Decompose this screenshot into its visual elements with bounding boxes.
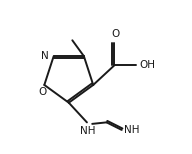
Text: O: O — [111, 29, 119, 39]
Text: OH: OH — [139, 60, 155, 70]
Text: NH: NH — [124, 125, 140, 135]
Text: NH: NH — [80, 126, 95, 136]
Text: O: O — [38, 87, 46, 97]
Text: N: N — [41, 51, 49, 61]
